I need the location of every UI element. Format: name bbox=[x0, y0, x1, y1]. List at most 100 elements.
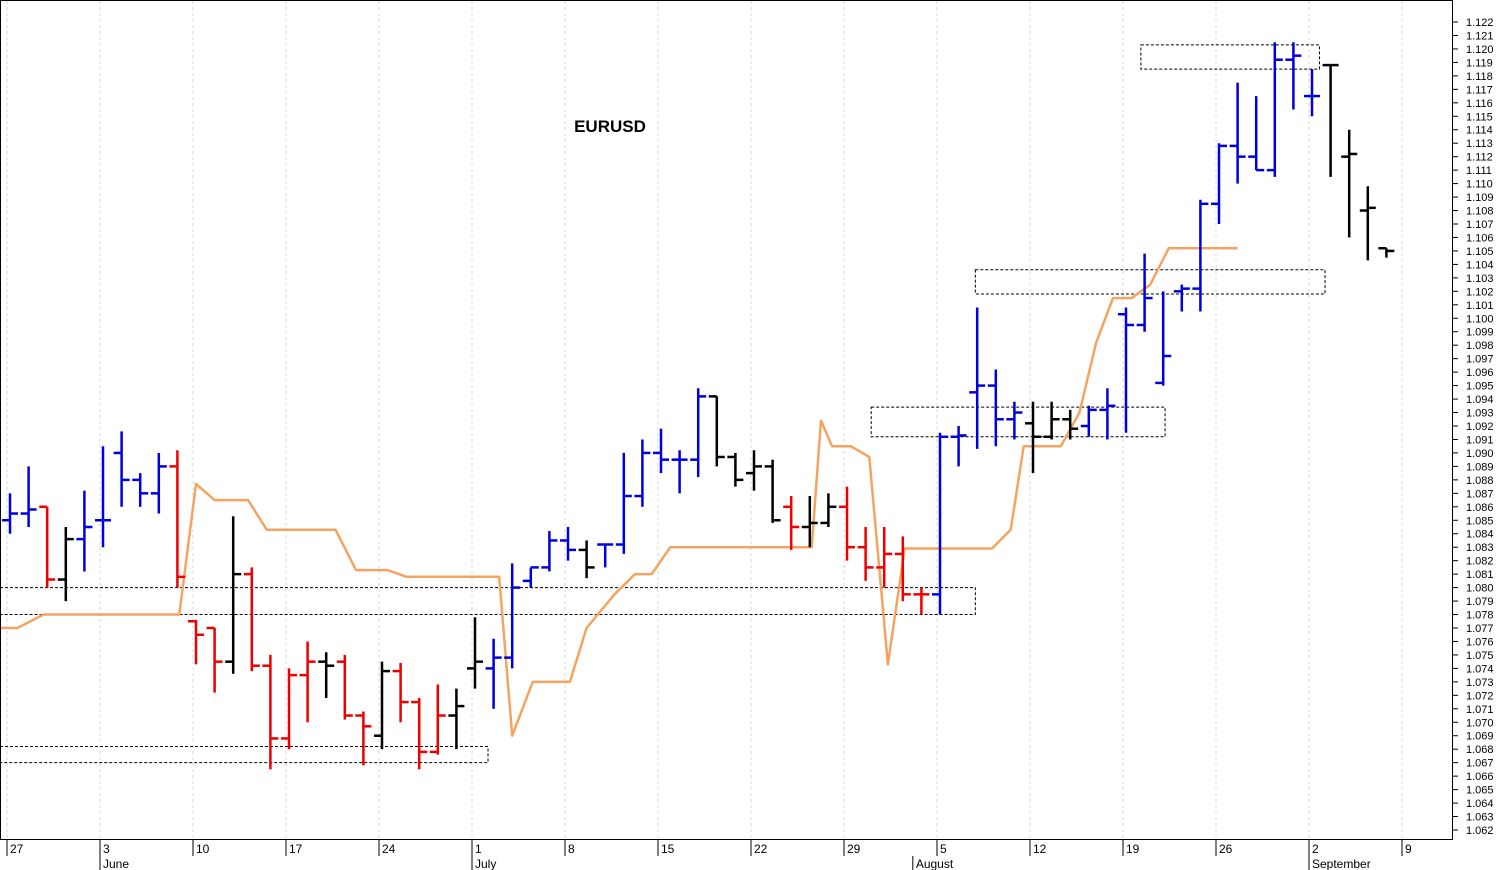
y-tick-label: 1.117 bbox=[1466, 84, 1493, 96]
y-tick-label: 1.069 bbox=[1466, 731, 1494, 743]
axes bbox=[0, 0, 1453, 840]
ohlc-bar bbox=[299, 641, 316, 723]
y-tick-label: 1.097 bbox=[1466, 354, 1494, 366]
ohlc-bar bbox=[1248, 96, 1265, 172]
y-tick-label: 1.077 bbox=[1466, 623, 1494, 635]
ohlc-bar bbox=[653, 428, 669, 474]
y-tick-label: 1.073 bbox=[1466, 677, 1494, 689]
y-tick-label: 1.090 bbox=[1466, 448, 1494, 460]
y-tick-label: 1.085 bbox=[1466, 515, 1494, 527]
y-tick-label: 1.094 bbox=[1466, 394, 1494, 406]
y-tick-label: 1.065 bbox=[1466, 785, 1494, 797]
ohlc-bar bbox=[1006, 401, 1023, 440]
y-tick-label: 1.093 bbox=[1466, 408, 1494, 420]
y-tick-label: 1.114 bbox=[1466, 125, 1493, 137]
ohlc-bar bbox=[504, 563, 521, 669]
ohlc-bar bbox=[1192, 199, 1209, 312]
y-tick-label: 1.072 bbox=[1466, 690, 1494, 702]
y-tick-label: 1.100 bbox=[1466, 313, 1494, 325]
ohlc-bar bbox=[932, 432, 948, 615]
x-day-label: 22 bbox=[754, 842, 768, 856]
ohlc-bar bbox=[969, 307, 986, 449]
ohlc-bar bbox=[318, 652, 335, 699]
y-tick-label: 1.101 bbox=[1466, 300, 1494, 312]
annotation-boxes bbox=[0, 44, 1326, 764]
ohlc-bar bbox=[1359, 186, 1376, 261]
y-tick-label: 1.118 bbox=[1466, 71, 1493, 83]
ohlc-bar bbox=[801, 496, 818, 548]
ohlc-bar bbox=[57, 527, 74, 602]
y-tick-label: 1.091 bbox=[1466, 434, 1494, 446]
x-day-label: 29 bbox=[847, 842, 861, 856]
ohlc-bar bbox=[783, 496, 800, 550]
ohlc-bar bbox=[1378, 246, 1395, 258]
ohlc-bar bbox=[485, 638, 502, 709]
ohlc-bar bbox=[894, 536, 911, 602]
ohlc-bar bbox=[20, 466, 37, 527]
ohlc-bar bbox=[1118, 307, 1134, 433]
ohlc-bar bbox=[262, 654, 279, 770]
ohlc-bar bbox=[225, 516, 242, 674]
y-tick-label: 1.074 bbox=[1466, 663, 1494, 675]
x-day-label: 1 bbox=[475, 842, 482, 856]
ohlc-bar bbox=[467, 617, 483, 689]
x-day-label: 12 bbox=[1033, 842, 1047, 856]
x-day-label: 19 bbox=[1126, 842, 1140, 856]
ohlc-bar bbox=[243, 567, 260, 672]
ohlc-bar bbox=[1043, 401, 1060, 440]
ohlc-bar bbox=[132, 473, 149, 507]
x-day-label: 27 bbox=[10, 842, 24, 856]
y-tick-label: 1.098 bbox=[1466, 340, 1494, 352]
y-tick-label: 1.079 bbox=[1466, 596, 1494, 608]
ohlc-bar bbox=[169, 450, 186, 588]
ohlc-bar bbox=[764, 459, 781, 523]
y-tick-label: 1.122 bbox=[1466, 17, 1494, 29]
ohlc-bar bbox=[708, 395, 725, 467]
ohlc-bar bbox=[188, 619, 204, 665]
ohlc-bar bbox=[392, 663, 409, 723]
ohlc-bar bbox=[727, 452, 744, 487]
y-tick-label: 1.095 bbox=[1466, 381, 1494, 393]
ohlc-bar bbox=[1322, 63, 1339, 177]
x-day-label: 15 bbox=[661, 842, 675, 856]
ohlc-bar bbox=[1266, 42, 1283, 177]
y-tick-label: 1.075 bbox=[1466, 650, 1494, 662]
y-tick-label: 1.108 bbox=[1466, 206, 1494, 218]
y-tick-label: 1.087 bbox=[1466, 488, 1494, 500]
y-tick-label: 1.063 bbox=[1466, 812, 1494, 824]
ohlc-bar bbox=[1304, 69, 1320, 117]
y-tick-label: 1.064 bbox=[1466, 798, 1494, 810]
ohlc-bar bbox=[1211, 143, 1227, 224]
y-tick-label: 1.067 bbox=[1466, 758, 1494, 770]
y-tick-label: 1.080 bbox=[1466, 583, 1494, 595]
y-tick-label: 1.096 bbox=[1466, 367, 1494, 379]
x-day-label: 24 bbox=[382, 842, 396, 856]
zone-box bbox=[0, 746, 489, 764]
ohlc-bar bbox=[1155, 291, 1172, 386]
zone-box bbox=[870, 406, 1166, 438]
zone-box bbox=[974, 269, 1326, 295]
y-tick-label: 1.110 bbox=[1466, 179, 1493, 191]
x-day-label: 5 bbox=[940, 842, 947, 856]
y-tick-label: 1.088 bbox=[1466, 475, 1494, 487]
ohlc-bar bbox=[95, 446, 111, 548]
y-tick-label: 1.062 bbox=[1466, 825, 1494, 837]
y-tick-label: 1.071 bbox=[1466, 704, 1494, 716]
ohlc-bar bbox=[1285, 42, 1302, 110]
ohlc-bar bbox=[374, 661, 390, 750]
y-tick-label: 1.116 bbox=[1466, 98, 1493, 110]
y-tick-label: 1.106 bbox=[1466, 232, 1494, 244]
y-tick-label: 1.082 bbox=[1466, 556, 1494, 568]
ohlc-bar bbox=[820, 493, 837, 527]
y-tick-label: 1.109 bbox=[1466, 192, 1494, 204]
x-day-label: 17 bbox=[289, 842, 303, 856]
y-tick-label: 1.092 bbox=[1466, 421, 1494, 433]
zone-box bbox=[0, 587, 976, 616]
ohlc-bar bbox=[1229, 82, 1246, 184]
y-tick-label: 1.078 bbox=[1466, 610, 1494, 622]
ohlc-bar bbox=[615, 452, 632, 554]
x-day-label: 3 bbox=[103, 842, 110, 856]
ohlc-bar bbox=[560, 527, 576, 561]
